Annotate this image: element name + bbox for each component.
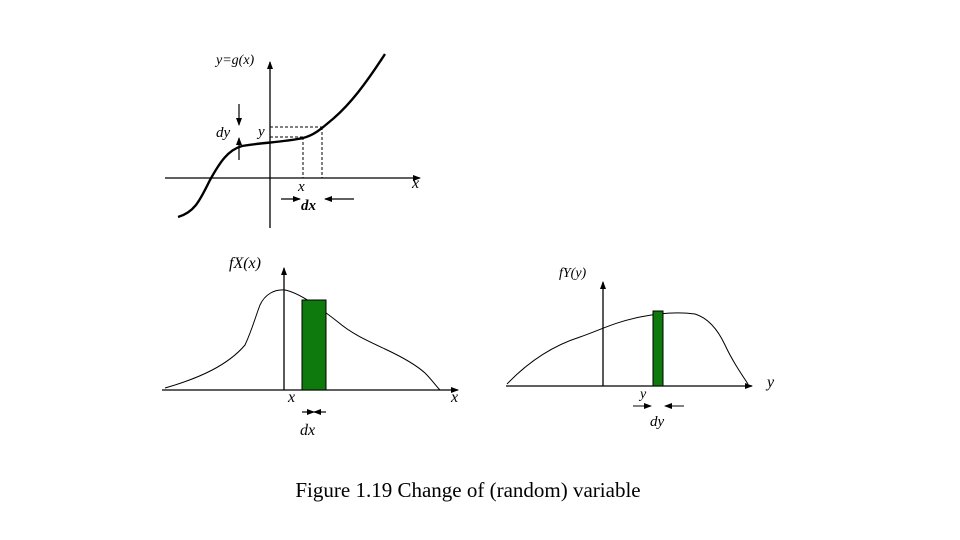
curve-label: y=g(x) xyxy=(214,53,255,68)
br-title: fY(y) xyxy=(559,266,587,281)
top-dy-label: dy xyxy=(216,125,231,141)
fx-probability-bar xyxy=(301,299,327,391)
bl-title: fX(x) xyxy=(229,255,261,272)
bottom-left-plot: fX(x) x x dx xyxy=(162,255,459,439)
top-x-mark-label: x xyxy=(297,179,305,195)
top-dx-label: dx xyxy=(301,198,317,214)
fy-probability-bar xyxy=(652,310,664,387)
figure-caption: Figure 1.19 Change of (random) variable xyxy=(295,478,641,502)
br-dy-label: dy xyxy=(650,414,665,430)
fy-density-curve xyxy=(506,312,749,385)
top-plot: y=g(x) x y dy x dx xyxy=(165,53,421,228)
bl-dx-label: dx xyxy=(300,422,315,439)
top-y-mark-label: y xyxy=(256,124,265,140)
bl-x-axis-label: x xyxy=(450,389,458,406)
br-y-mark-label: y xyxy=(638,387,647,402)
fx-density-curve xyxy=(164,289,441,391)
top-x-axis-label: x xyxy=(411,175,419,192)
bottom-right-plot: fY(y) y y dy xyxy=(506,266,775,430)
g-curve xyxy=(177,53,387,219)
bl-x-mark-label: x xyxy=(287,389,295,406)
br-y-axis-label: y xyxy=(765,374,775,391)
